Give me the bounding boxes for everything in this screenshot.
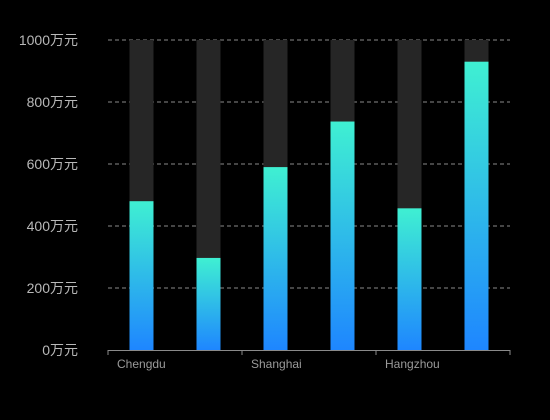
y-tick-label: 800万元 xyxy=(27,94,78,110)
grid-lines xyxy=(108,39,510,289)
x-tick-label: Shanghai xyxy=(251,357,302,371)
bar xyxy=(196,257,221,350)
bar xyxy=(464,61,489,350)
background-bars xyxy=(129,40,489,350)
bar xyxy=(397,208,422,350)
y-tick-label: 600万元 xyxy=(27,156,78,172)
value-bars xyxy=(129,61,489,350)
y-tick-label: 200万元 xyxy=(27,280,78,296)
y-tick-label: 0万元 xyxy=(42,342,78,358)
bar xyxy=(330,121,355,350)
y-tick-label: 400万元 xyxy=(27,218,78,234)
bar xyxy=(263,167,288,350)
x-tick-label: Chengdu xyxy=(117,357,166,371)
y-tick-label: 1000万元 xyxy=(19,32,78,48)
x-axis-tick-labels: Chengdu Shanghai Hangzhou xyxy=(117,357,440,371)
x-axis xyxy=(107,350,511,355)
y-axis-tick-labels: 0万元 200万元 400万元 600万元 800万元 1000万元 xyxy=(19,32,78,358)
x-tick-label: Hangzhou xyxy=(385,357,440,371)
bar xyxy=(129,201,154,350)
